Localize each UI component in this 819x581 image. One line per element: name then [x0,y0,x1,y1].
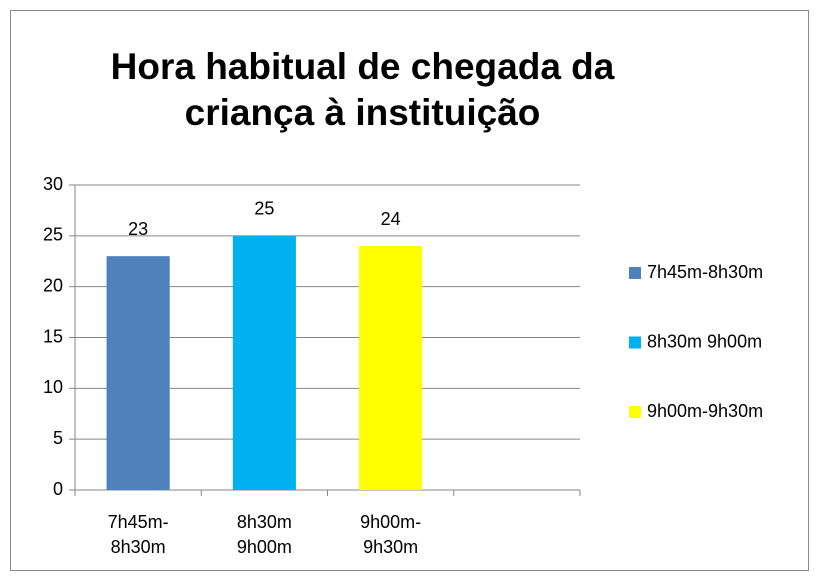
y-tick-label: 20 [43,275,63,295]
x-tick-label: 7h45m-8h30m [107,512,169,557]
legend-label: 9h00m-9h30m [647,401,763,421]
legend-label: 7h45m-8h30m [647,262,763,282]
bar [106,256,170,490]
legend-swatch [629,267,641,279]
legend-label: 8h30m 9h00m [647,331,762,351]
bar [232,235,296,490]
legend-swatch [629,336,641,349]
y-tick-label: 5 [53,428,63,448]
bar [359,246,423,490]
x-tick-label: 8h30m 9h00m [236,512,292,557]
data-label: 24 [381,209,401,229]
y-tick-label: 10 [43,377,63,397]
y-tick-label: 0 [53,479,63,499]
chart-title: Hora habitual de chegada da criança à in… [110,46,615,133]
data-label: 25 [254,199,274,219]
legend-swatch [629,406,641,418]
data-label: 23 [128,219,148,239]
x-tick-label: 9h00m-9h30m [360,512,422,557]
y-tick-label: 15 [43,326,63,346]
y-tick-label: 25 [43,225,63,245]
y-tick-label: 30 [43,174,63,194]
